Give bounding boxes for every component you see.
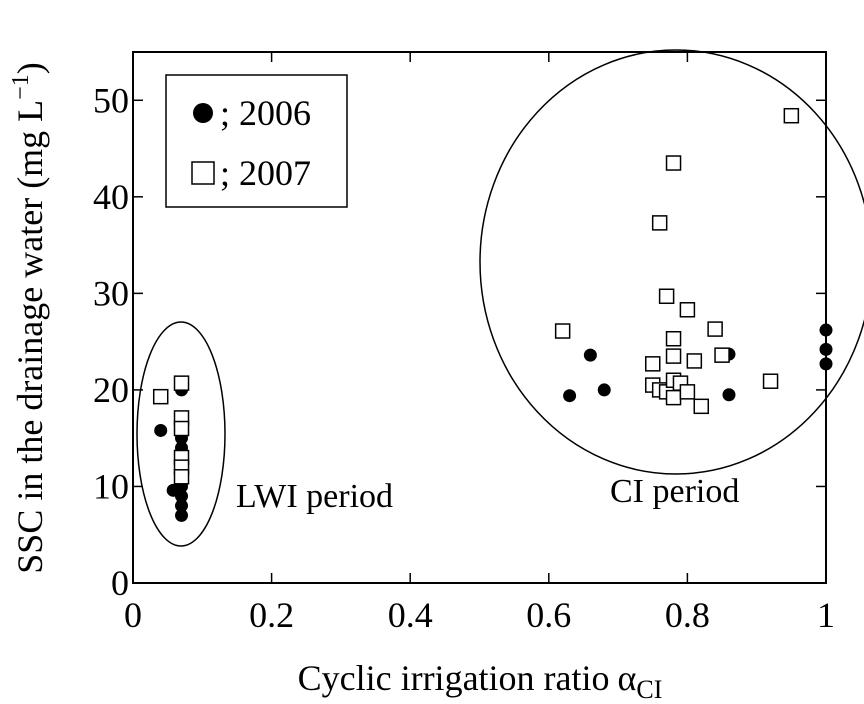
- x-label-text: Cyclic irrigation ratio: [298, 658, 610, 698]
- point: [819, 323, 833, 337]
- point: [819, 342, 833, 356]
- y-tick-label: 40: [93, 177, 129, 217]
- point: [173, 375, 190, 391]
- point: [645, 356, 661, 372]
- point: [686, 353, 703, 369]
- plot-frame: [132, 51, 827, 584]
- point: [175, 508, 189, 522]
- x-label-subscript: CI: [636, 675, 662, 704]
- y-label-text: SSC in the drainage water (mg L: [10, 100, 50, 574]
- x-tick-label: 0.6: [526, 595, 571, 635]
- y-tick-label: 30: [93, 273, 129, 313]
- point: [152, 388, 169, 405]
- point: [658, 288, 675, 305]
- point: [554, 323, 571, 339]
- point: [173, 420, 190, 437]
- x-tick-label: 0: [124, 595, 142, 635]
- point: [563, 389, 577, 403]
- point: [173, 469, 190, 485]
- point: [597, 383, 611, 397]
- point: [783, 107, 800, 124]
- legend-marker: [193, 103, 213, 123]
- point: [819, 357, 833, 371]
- lwi-ellipse: [136, 321, 226, 547]
- point: [714, 347, 730, 363]
- point: [665, 348, 682, 364]
- point: [175, 499, 189, 513]
- x-tick-label: 1: [817, 595, 835, 635]
- x-label-symbol: α: [618, 658, 637, 698]
- legend-label: ; 2006: [220, 93, 311, 133]
- legend-label: ; 2007: [220, 153, 311, 193]
- point: [679, 384, 696, 400]
- point: [583, 348, 597, 362]
- y-tick-label: 0: [111, 563, 129, 603]
- y-tick-label: 10: [93, 466, 129, 506]
- point: [665, 155, 682, 171]
- y-tick-label: 50: [93, 80, 129, 120]
- point: [651, 215, 668, 231]
- y-axis-label: SSC in the drainage water (mg L−1): [8, 62, 50, 573]
- y-label-close: ): [10, 62, 50, 74]
- point: [154, 423, 168, 437]
- annotation: CI period: [610, 473, 739, 510]
- x-tick-label: 0.8: [665, 595, 710, 635]
- y-label-superscript: −1: [8, 74, 34, 100]
- point: [707, 321, 723, 337]
- x-axis-label: Cyclic irrigation ratio αCI: [298, 658, 663, 704]
- legend-box: [165, 74, 348, 208]
- x-tick-label: 0.2: [249, 595, 294, 635]
- legend-marker: [191, 161, 215, 185]
- point: [693, 398, 710, 415]
- point: [722, 388, 736, 402]
- point: [665, 389, 682, 406]
- ci-ellipse: [479, 49, 864, 475]
- point: [175, 489, 189, 503]
- annotation: LWI period: [236, 478, 393, 515]
- point: [665, 330, 682, 347]
- point: [679, 302, 696, 318]
- point: [762, 373, 779, 389]
- y-tick-label: 20: [93, 370, 129, 410]
- x-tick-label: 0.4: [388, 595, 433, 635]
